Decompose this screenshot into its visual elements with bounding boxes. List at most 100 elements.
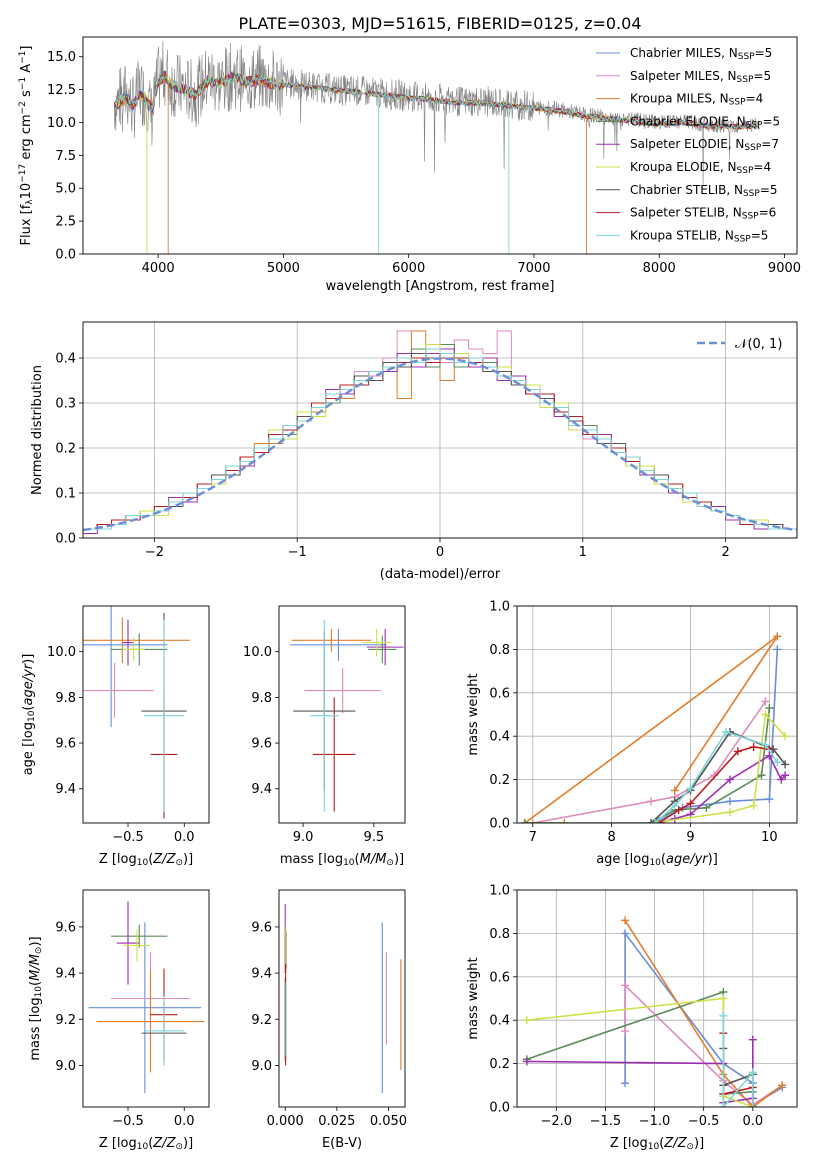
spectrum-panel: 4000 5000 6000 7000 8000 9000 0.0 2.5 5.0 7.5 10.0… (18, 14, 801, 294)
y-tick-label: 2.5 (55, 215, 76, 230)
axes-frame (82, 605, 210, 824)
x-tick-label: −1.0 (639, 1114, 671, 1129)
y-tick-label: 5.0 (55, 182, 76, 197)
x-tick-label: −1 (288, 545, 307, 560)
weight-point-marker (686, 784, 695, 793)
weight-series-line-9 (722, 1015, 754, 1107)
x-axis-label: mass [log10(M/M⊙)] (280, 852, 404, 868)
y-tick-label: 9.4 (55, 967, 76, 982)
y-tick-label: 0.4 (55, 352, 76, 367)
y-axis-label: age [log10(age/yr)] (21, 654, 37, 776)
y-tick-label: 0.0 (489, 817, 510, 832)
y-tick-label: 15.0 (47, 50, 76, 65)
weight-point-marker (765, 795, 774, 804)
legend-label-8: Salpeter STELIB, NSSP=6 (630, 206, 776, 222)
y-axis-label: Normed distribution (30, 365, 45, 495)
y-tick-label: 9.2 (55, 1013, 76, 1028)
y-tick-label: 9.6 (55, 920, 76, 935)
x-tick-label: −0.5 (112, 830, 144, 845)
weight-point-marker (749, 743, 758, 752)
weight-point-marker (773, 632, 782, 641)
legend-label-5: Salpeter ELODIE, NSSP=7 (630, 137, 779, 153)
legend-label-9: Kroupa STELIB, NSSP=5 (630, 228, 768, 244)
weight-vs-age-panel: 7 8 9 10 0.0 0.2 0.4 0.6 0.8 1.0 age [log10(age/yr… (466, 600, 798, 868)
y-tick-label: 0.4 (489, 730, 510, 745)
axes-frame (82, 321, 798, 539)
weight-point-marker (781, 760, 790, 769)
x-tick-label: 2 (721, 545, 729, 560)
weight-point-marker (647, 797, 656, 806)
weight-plot-area (520, 632, 790, 823)
errorbar-plot-area (83, 606, 190, 819)
histogram-plot-area (83, 330, 797, 538)
y-tick-label: 12.5 (47, 83, 76, 98)
y-axis-label: mass weight (466, 673, 481, 755)
y-tick-label: 7.5 (55, 149, 76, 164)
weight-point-marker (748, 1035, 757, 1044)
age-vs-Z-panel: −0.5 0.0 9.4 9.6 9.8 10.0 Z [log10(Z/Z⊙)] age [… (21, 605, 210, 868)
y-tick-label: 0.2 (489, 1057, 510, 1072)
legend-label-3: Kroupa MILES, NSSP=4 (630, 92, 763, 108)
y-tick-label: 0.0 (55, 248, 76, 263)
legend-label-1: Chabrier MILES, NSSP=5 (630, 46, 772, 62)
y-tick-label: 9.8 (251, 691, 272, 706)
y-axis-label: mass weight (466, 957, 481, 1039)
y-tick-label: 9.4 (55, 782, 76, 797)
legend-label-normal: 𝒩(0, 1) (735, 337, 782, 352)
axes-frame (82, 889, 210, 1108)
histogram-series-9 (83, 348, 797, 538)
weight-point-marker (761, 697, 770, 706)
x-axis-label: Z [log10(Z/Z⊙)] (99, 852, 193, 868)
errorbar-plot-area (284, 903, 402, 1094)
weight-point-marker (757, 771, 766, 780)
x-tick-label: 0.050 (370, 1114, 407, 1129)
y-tick-label: 0.0 (55, 532, 76, 547)
mass-vs-Z-panel: −0.5 0.0 9.0 9.2 9.4 9.6 Z [log10(Z/Z⊙)] mass [… (28, 889, 210, 1152)
y-tick-label: 0.8 (489, 927, 510, 942)
spectrum-legend: Chabrier MILES, NSSP=5 Salpeter MILES, NS… (596, 46, 780, 245)
weight-point-marker (761, 710, 770, 719)
weight-series-line-8 (658, 746, 770, 823)
y-tick-label: 9.6 (251, 737, 272, 752)
weight-point-marker (773, 645, 782, 654)
x-tick-label: 9000 (768, 261, 801, 276)
spectrum-plot-area (113, 40, 760, 254)
errorbar-plot-area (290, 619, 404, 812)
y-tick-label: 0.0 (489, 1101, 510, 1116)
weight-point-marker (674, 805, 683, 814)
x-tick-label: −2.0 (541, 1114, 573, 1129)
weight-point-marker (522, 1016, 531, 1025)
weight-point-marker (719, 1011, 728, 1020)
y-tick-label: 9.4 (251, 782, 272, 797)
weight-point-marker (722, 727, 731, 736)
x-axis-label: E(B-V) (322, 1136, 362, 1151)
x-tick-label: 0.0 (174, 1114, 195, 1129)
weight-point-marker (725, 808, 734, 817)
weight-point-marker (621, 929, 630, 938)
weight-series-line-6 (526, 997, 754, 1107)
y-tick-label: 1.0 (489, 884, 510, 899)
weight-series-line-5 (526, 1039, 754, 1104)
weight-point-marker (761, 740, 770, 749)
axes-frame (516, 889, 798, 1108)
x-tick-label: 8000 (643, 261, 676, 276)
weight-point-marker (651, 819, 660, 823)
legend-label-6: Kroupa ELODIE, NSSP=4 (630, 160, 771, 176)
normal-distribution-curve (83, 357, 797, 532)
chart-title: PLATE=0303, MJD=51615, FIBERID=0125, z=0… (238, 14, 641, 33)
weight-point-marker (725, 797, 734, 806)
age-vs-mass-panel: 9.0 9.5 9.4 9.6 9.8 10.0 mass [log10(M/M⊙)] (243, 605, 406, 868)
weight-point-marker (702, 803, 711, 812)
x-axis-label: Z [log10(Z/Z⊙)] (99, 1136, 193, 1152)
weight-point-marker (522, 1057, 531, 1066)
x-axis-label: wavelength [Angstrom, rest frame] (326, 279, 555, 294)
weight-point-marker (670, 786, 679, 795)
y-axis-label: mass [log10(M/M⊙)] (28, 936, 44, 1060)
weight-series-line-3 (523, 635, 778, 823)
y-tick-label: 10.0 (47, 116, 76, 131)
weight-vs-Z-panel: −2.0 −1.5 −1.0 −0.5 0.0 0.0 0.2 0.4 0.6 0.8 1.0 Z [… (466, 884, 798, 1152)
y-tick-label: 0.4 (489, 1014, 510, 1029)
weight-series-line-4 (524, 707, 771, 823)
weight-point-marker (765, 703, 774, 712)
residuals-panel: −2 −1 0 1 2 0.0 0.1 0.2 0.3 0.4 (data-model)/error… (30, 321, 798, 582)
